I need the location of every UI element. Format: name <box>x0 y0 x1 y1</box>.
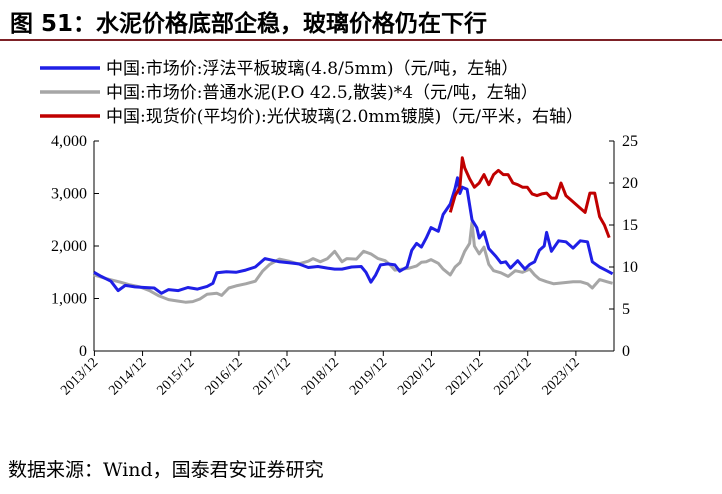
right-y-tick-label: 5 <box>622 301 630 318</box>
x-tick-label: 2021/12 <box>443 355 486 398</box>
x-tick-label: 2023/12 <box>540 355 583 398</box>
legend-label: 中国:现货价(平均价):光伏玻璃(2.0mm镀膜)（元/平米，右轴） <box>106 107 583 127</box>
right-y-tick-label: 15 <box>622 217 638 234</box>
data-source-note: 数据来源：Wind，国泰君安证券研究 <box>8 459 324 481</box>
x-tick-label: 2019/12 <box>347 355 390 398</box>
right-y-tick-label: 20 <box>622 175 638 192</box>
x-tick-label: 2014/12 <box>106 355 149 398</box>
x-tick-label: 2018/12 <box>299 355 342 398</box>
right-y-tick-label: 25 <box>622 133 638 150</box>
plot-area <box>93 156 614 304</box>
title-divider <box>0 39 722 41</box>
legend-label: 中国:市场价:浮法平板玻璃(4.8/5mm)（元/吨，左轴） <box>106 59 518 79</box>
right-y-tick-label: 0 <box>622 343 630 360</box>
x-tick-label: 2016/12 <box>203 355 246 398</box>
legend: 中国:市场价:浮法平板玻璃(4.8/5mm)（元/吨，左轴） 中国:市场价:普通水… <box>40 59 583 127</box>
x-tick-label: 2013/12 <box>58 355 101 398</box>
series-line-pv-glass <box>448 156 611 239</box>
figure-title: 图 51：水泥价格底部企稳，玻璃价格仍在下行 <box>10 11 488 37</box>
left-y-tick-label: 3,000 <box>51 186 87 203</box>
x-tick-label: 2015/12 <box>154 355 197 398</box>
legend-label: 中国:市场价:普通水泥(P.O 42.5,散装)*4（元/吨，左轴） <box>106 83 538 103</box>
left-y-tick-label: 2,000 <box>51 238 87 255</box>
x-tick-label: 2020/12 <box>395 355 438 398</box>
series-line-cement <box>93 220 613 304</box>
left-y-tick-label: 1,000 <box>51 291 87 308</box>
series-line-float-glass <box>93 176 614 295</box>
left-y-tick-label: 0 <box>79 343 87 360</box>
x-tick-label: 2017/12 <box>251 355 294 398</box>
right-y-tick-label: 10 <box>622 259 638 276</box>
x-tick-label: 2022/12 <box>492 355 535 398</box>
left-y-tick-label: 4,000 <box>51 133 87 150</box>
